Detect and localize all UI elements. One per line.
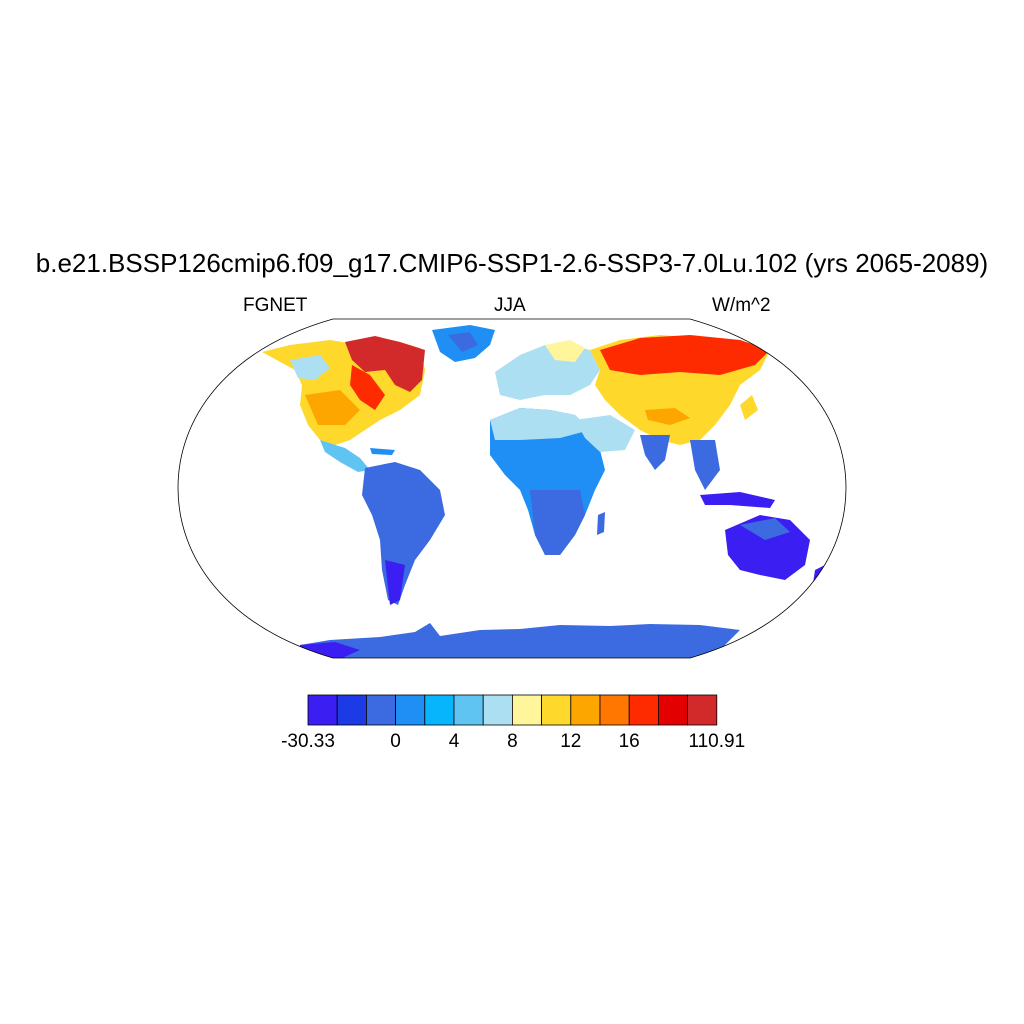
colorbar-tick-label: -30.33 <box>281 731 335 752</box>
colorbar-tick-label: 8 <box>507 731 518 752</box>
southeast-asia <box>690 440 720 490</box>
north-america-warm <box>345 336 425 392</box>
colorbar-swatch <box>395 694 426 726</box>
africa-south <box>530 490 585 555</box>
colorbar-tick-label: 110.91 <box>688 731 746 752</box>
colorbar-tick-label: 16 <box>618 731 640 752</box>
colorbar-swatch <box>453 694 484 726</box>
colorbar-swatch <box>424 694 455 726</box>
south-america <box>362 462 445 605</box>
colorbar-swatch <box>658 694 689 726</box>
colorbar-swatch <box>570 694 601 726</box>
middle-east <box>575 415 635 452</box>
colorbar-tick-label: 0 <box>390 731 401 752</box>
madagascar <box>597 512 605 535</box>
colorbar-swatch <box>365 694 396 726</box>
colorbar-swatch <box>307 694 338 726</box>
colorbar-swatch <box>599 694 630 726</box>
north-america-red <box>350 365 385 410</box>
land-fields <box>262 325 825 658</box>
colorbar-tick-label: 12 <box>560 731 582 752</box>
variable-label: FGNET <box>243 295 308 316</box>
caribbean <box>370 448 395 455</box>
scandinavia <box>545 340 585 362</box>
map-boundary <box>177 318 847 659</box>
colorbar-swatch <box>482 694 513 726</box>
season-label: JJA <box>494 295 526 316</box>
tibet <box>645 408 690 425</box>
indonesia <box>700 492 775 508</box>
colorbar-swatch <box>628 694 659 726</box>
colorbar-swatch <box>336 694 367 726</box>
central-america <box>320 440 370 472</box>
plot-title: b.e21.BSSP126cmip6.f09_g17.CMIP6-SSP1-2.… <box>35 248 989 278</box>
colorbar-swatch <box>512 694 543 726</box>
greenland-ice <box>448 332 478 352</box>
colorbar-swatch <box>687 694 718 726</box>
north-america-cool <box>290 355 330 380</box>
india <box>640 435 670 470</box>
colorbar-swatch <box>541 694 572 726</box>
north-america-orange <box>305 390 360 425</box>
units-label: W/m^2 <box>712 295 771 316</box>
australia-north <box>740 518 790 540</box>
japan <box>740 395 758 420</box>
siberia <box>600 335 770 375</box>
antarctica <box>300 623 740 658</box>
colorbar-tick-label: 4 <box>448 731 460 752</box>
africa-north <box>490 408 590 440</box>
south-america-tip <box>385 560 405 605</box>
